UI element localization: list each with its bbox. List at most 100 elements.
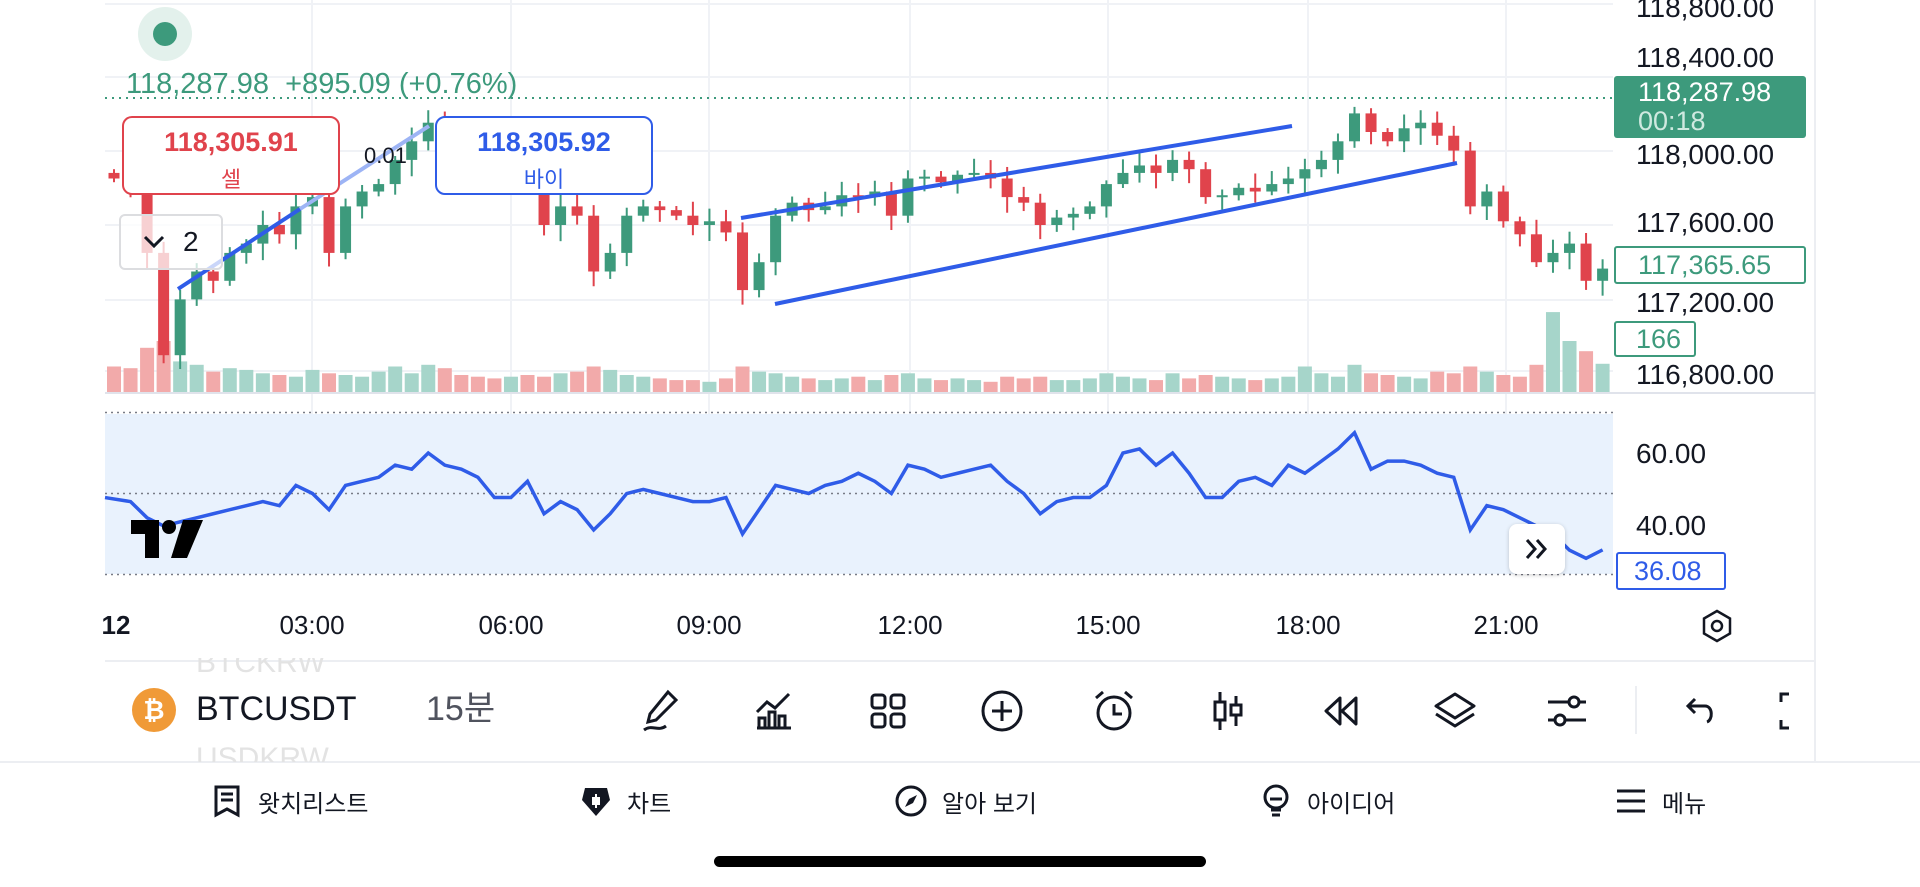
candle-body [703,221,715,225]
rsi-axis-label: 40.00 [1636,510,1707,541]
toolbar-divider [1635,686,1637,734]
indicators-icon[interactable] [751,688,797,734]
candle [1233,183,1245,201]
nav-label: 아이디어 [1307,790,1396,818]
buy-price: 118,305.92 [477,127,611,157]
candle [191,263,203,306]
nav-label: 차트 [627,790,672,818]
add-circle-icon[interactable] [979,688,1025,734]
fullscreen-icon[interactable] [1777,688,1823,734]
chart-settings-icon[interactable] [1699,608,1735,644]
replay-icon[interactable] [1318,688,1364,734]
trend-line-left-faded [298,124,431,211]
nav-watchlist[interactable]: 왓치리스트 [210,782,368,820]
price-axis-label: 117,200.00 [1636,287,1775,318]
candle-body [108,172,120,179]
sell-button[interactable]: 118,305.91 셀 [122,116,340,195]
candle [1597,259,1609,296]
candle [1051,209,1063,232]
settings-sliders-icon[interactable] [1544,688,1590,734]
candle-body [538,187,550,225]
channel-upper-line[interactable] [740,124,1293,220]
volume-bar [1579,351,1594,392]
volume-bar [189,364,204,392]
candle [1530,219,1542,268]
trend-line-left[interactable] [176,207,302,291]
candle [1580,232,1592,290]
candle-body [1349,113,1360,142]
layout-grid-icon[interactable] [865,688,911,734]
candle-body [918,176,930,179]
rsi-background [105,414,1613,574]
candle-style-icon[interactable] [1205,688,1251,734]
volume-bar [487,378,502,392]
volume-bar [1099,373,1114,392]
layers-icon[interactable] [1432,688,1478,734]
candle [1497,185,1509,228]
candle-body [1216,195,1228,198]
candle [737,222,749,305]
quantity-dropdown[interactable]: 2 [119,214,223,270]
scroll-to-realtime-button[interactable] [1509,524,1565,574]
explore-compass-icon [895,785,927,817]
volume-bar [1595,363,1610,392]
volume-bar [603,369,618,392]
channel-lower-line[interactable] [774,161,1458,306]
volume-bar [702,381,717,392]
volume-bar [355,376,370,392]
candle-body [670,210,682,216]
candle-body [1597,268,1609,281]
candle-body [1034,202,1046,225]
interval-button[interactable]: 15분 [426,690,496,728]
candle-body [158,252,170,356]
candle-body [1266,184,1278,192]
drawing-pen-icon[interactable] [638,688,684,734]
symbol-name[interactable]: BTCUSDT [196,690,357,728]
candle [1448,125,1460,166]
volume-bar [1330,376,1345,392]
candle-body [1481,191,1493,207]
volume-bar [206,371,221,392]
volume-bar [768,373,783,392]
next-symbol[interactable]: USDKRW [196,742,329,775]
candle-body [737,232,749,291]
candle [1365,108,1377,145]
candle-body [1100,184,1112,207]
candle-body [1448,135,1460,151]
price-axis-label: 116,800.00 [1636,359,1775,390]
candle-body [1398,128,1410,142]
candle-body [207,271,219,281]
volume-bar [1380,375,1395,392]
prev-symbol[interactable]: BTCKRW [196,646,326,679]
undo-icon[interactable] [1677,688,1723,734]
candle [1034,193,1046,240]
nav-chart[interactable]: 차트 [579,782,671,820]
volume-bar [1529,364,1544,392]
volume-bar [900,373,915,392]
status-dot-icon[interactable] [138,7,192,61]
volume-bar [1115,376,1130,392]
candle-body [1415,122,1427,129]
volume-bar [1512,376,1527,392]
nav-ideas[interactable]: 아이디어 [1259,782,1395,820]
buy-button[interactable]: 118,305.92 바이 [435,116,653,195]
volume-bar [1545,312,1560,392]
alert-clock-icon[interactable] [1091,688,1137,734]
bitcoin-icon: ₿ [132,688,176,732]
volume-bar [851,376,866,392]
candle-body [1117,172,1129,185]
candle [1398,114,1410,153]
candle-body [621,215,633,253]
candle [108,169,120,183]
volume-bar [1397,376,1412,392]
nav-menu[interactable]: 메뉴 [1614,782,1706,820]
tradingview-logo[interactable] [131,520,203,558]
candle-body [968,172,980,175]
nav-explore[interactable]: 알아 보기 [894,782,1037,820]
candle-body [1315,159,1327,170]
candle [389,155,401,195]
sell-price: 118,305.91 [164,127,298,157]
volume-bar [1264,378,1279,392]
candle-body [1282,178,1294,185]
